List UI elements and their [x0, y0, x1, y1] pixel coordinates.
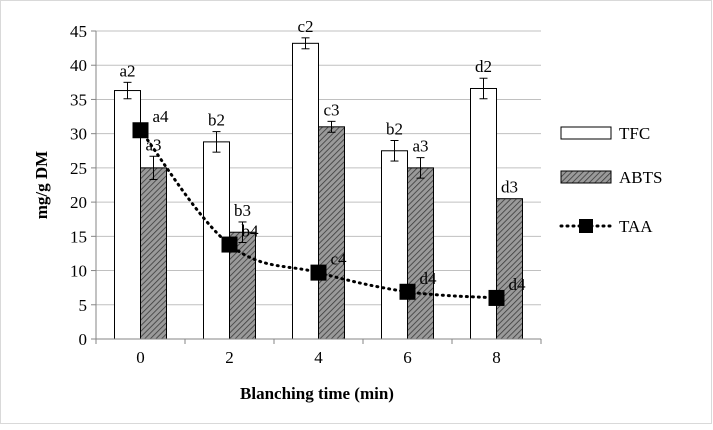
abts-data-label: d3 [501, 178, 518, 197]
taa-marker [132, 122, 149, 139]
abts-data-label: a3 [145, 135, 161, 154]
tfc-bar [381, 150, 408, 340]
tfc-data-label: b2 [386, 120, 403, 139]
data-labels: a2 a3 b2 b3 c2 c3 b2 a3 d2 d3 a4 b4 c4 d4 d4 [119, 17, 526, 294]
y-tick-label: 20 [70, 193, 87, 212]
tfc-bar [292, 42, 319, 340]
y-tick-label: 0 [79, 330, 88, 349]
taa-data-label: d4 [420, 269, 438, 288]
tfc-data-label: d2 [475, 57, 492, 76]
tfc-data-label: a2 [119, 61, 135, 80]
legend-label: TFC [619, 124, 650, 143]
abts-bar [407, 167, 434, 340]
x-tick-label: 2 [225, 348, 234, 367]
tfc-data-label: b2 [208, 111, 225, 130]
legend-swatch-abts [560, 170, 612, 184]
taa-line [132, 122, 505, 306]
x-tick-label: 0 [136, 348, 145, 367]
taa-marker [310, 264, 327, 281]
abts-bar [140, 167, 167, 340]
y-tick-label: 30 [70, 125, 87, 144]
y-tick-label: 25 [70, 159, 87, 178]
y-tick-label: 15 [70, 227, 87, 246]
tfc-data-label: c2 [297, 17, 313, 36]
abts-data-label: c3 [323, 100, 339, 119]
x-tick-label: 4 [314, 348, 323, 367]
taa-marker [221, 236, 238, 253]
y-tick-label: 45 [70, 22, 87, 41]
taa-data-label: d4 [509, 275, 527, 294]
taa-marker [488, 289, 505, 306]
legend-label: ABTS [619, 168, 662, 187]
y-tick-label: 35 [70, 90, 87, 109]
y-tick-label: 10 [70, 262, 87, 281]
taa-data-label: a4 [153, 107, 170, 126]
legend-swatch-taa-marker [579, 219, 593, 233]
axes: 0 5 10 15 20 25 30 35 40 45 0 2 4 6 8 [70, 22, 542, 367]
abts-data-label: b3 [234, 201, 251, 220]
x-axis-title: Blanching time (min) [240, 384, 394, 403]
abts-bar [318, 126, 345, 340]
taa-data-label: b4 [242, 222, 260, 241]
x-tick-label: 8 [492, 348, 501, 367]
legend: TFC ABTS TAA [559, 124, 662, 236]
taa-data-label: c4 [331, 250, 348, 269]
legend-swatch-tfc [560, 126, 612, 140]
y-tick-label: 40 [70, 56, 87, 75]
bars [114, 37, 523, 340]
legend-label: TAA [619, 217, 653, 236]
abts-bar [496, 198, 523, 340]
y-axis-title: mg/g DM [32, 151, 51, 219]
x-tick-label: 6 [403, 348, 412, 367]
y-tick-label: 5 [79, 296, 88, 315]
abts-data-label: a3 [412, 137, 428, 156]
taa-marker [399, 283, 416, 300]
